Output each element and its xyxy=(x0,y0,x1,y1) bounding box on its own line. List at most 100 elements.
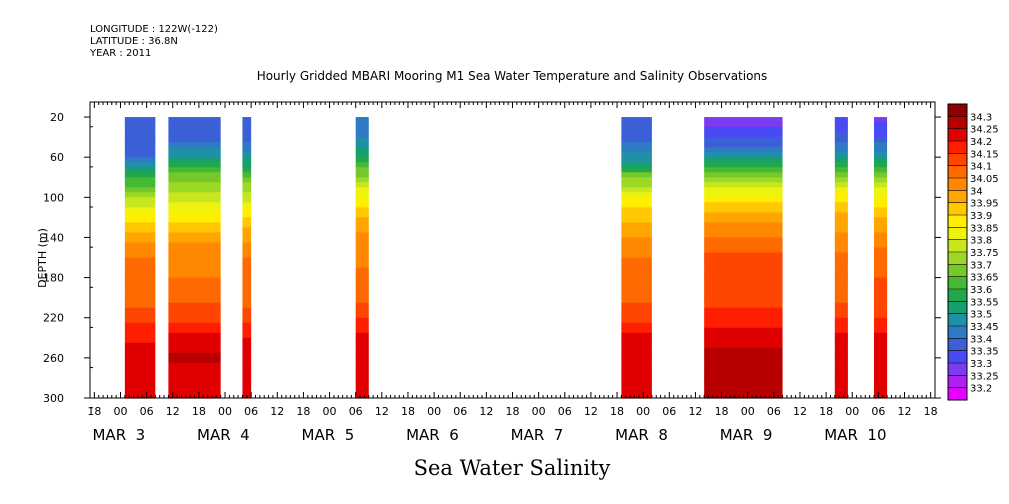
data-segment xyxy=(124,117,156,399)
salinity-cell xyxy=(704,352,783,359)
salinity-cell xyxy=(874,247,888,254)
salinity-cell xyxy=(834,257,848,264)
salinity-cell xyxy=(621,252,652,259)
salinity-cell xyxy=(168,127,221,133)
salinity-cell xyxy=(874,222,888,229)
salinity-cell xyxy=(834,332,848,339)
salinity-cell xyxy=(834,127,848,133)
salinity-cell xyxy=(834,327,848,334)
salinity-cell xyxy=(168,342,221,349)
x-tick-label: 12 xyxy=(898,405,912,418)
salinity-cell xyxy=(168,167,221,173)
chart-subtitle: Sea Water Salinity xyxy=(414,456,611,480)
colorbar-swatch xyxy=(948,326,967,339)
salinity-cell xyxy=(834,187,848,193)
salinity-cell xyxy=(242,292,252,299)
salinity-cell xyxy=(355,282,369,289)
salinity-cell xyxy=(124,257,156,264)
salinity-cell xyxy=(621,137,652,143)
salinity-cell xyxy=(242,207,252,213)
salinity-cell xyxy=(874,372,888,379)
salinity-cell xyxy=(168,377,221,384)
salinity-cell xyxy=(874,352,888,359)
salinity-cell xyxy=(168,242,221,249)
salinity-cell xyxy=(874,312,888,319)
salinity-cell xyxy=(874,347,888,354)
salinity-cell xyxy=(704,122,783,128)
salinity-cell xyxy=(834,247,848,254)
salinity-cell xyxy=(355,177,369,183)
colorbar-label: 33.65 xyxy=(970,273,999,284)
salinity-cell xyxy=(834,182,848,188)
salinity-cell xyxy=(834,237,848,244)
salinity-cell xyxy=(874,137,888,143)
salinity-cell xyxy=(242,192,252,198)
salinity-cell xyxy=(355,187,369,193)
salinity-cell xyxy=(834,372,848,379)
salinity-cell xyxy=(242,237,252,244)
salinity-cell xyxy=(704,307,783,314)
salinity-cell xyxy=(124,182,156,188)
salinity-cell xyxy=(704,172,783,178)
colorbar-swatch xyxy=(948,363,967,376)
salinity-cell xyxy=(355,172,369,178)
salinity-cell xyxy=(242,122,252,128)
salinity-cell xyxy=(874,252,888,259)
salinity-cell xyxy=(168,297,221,304)
salinity-cell xyxy=(355,382,369,389)
salinity-cell xyxy=(355,192,369,198)
colorbar-label: 33.4 xyxy=(970,334,992,345)
salinity-cell xyxy=(124,177,156,183)
salinity-cell xyxy=(168,257,221,264)
salinity-cell xyxy=(124,217,156,224)
salinity-cell xyxy=(168,352,221,359)
salinity-cell xyxy=(834,122,848,128)
salinity-cell xyxy=(168,307,221,314)
salinity-cell xyxy=(124,377,156,384)
salinity-cell xyxy=(874,297,888,304)
salinity-cell xyxy=(168,202,221,208)
salinity-cell xyxy=(621,382,652,389)
salinity-cell xyxy=(242,157,252,163)
x-day-label: MAR 9 xyxy=(720,426,773,444)
salinity-cell xyxy=(124,317,156,324)
salinity-cell xyxy=(834,262,848,269)
colorbar-label: 33.75 xyxy=(970,248,999,259)
salinity-cell xyxy=(834,227,848,234)
salinity-cell xyxy=(355,202,369,208)
salinity-cell xyxy=(355,197,369,203)
salinity-cell xyxy=(704,337,783,344)
salinity-cell xyxy=(124,117,156,123)
salinity-cell xyxy=(124,167,156,173)
salinity-cell xyxy=(874,367,888,374)
salinity-cell xyxy=(242,147,252,153)
salinity-cell xyxy=(168,152,221,158)
y-tick-label: 220 xyxy=(43,312,64,325)
colorbar-swatch xyxy=(948,301,967,315)
x-tick-label: 00 xyxy=(845,405,859,418)
salinity-cell xyxy=(834,342,848,349)
salinity-cell xyxy=(168,182,221,188)
colorbar-label: 33.2 xyxy=(970,384,992,395)
salinity-cell xyxy=(168,187,221,193)
salinity-cell xyxy=(834,152,848,158)
salinity-cell xyxy=(355,182,369,188)
salinity-cell xyxy=(168,227,221,234)
salinity-cell xyxy=(355,332,369,339)
salinity-cell xyxy=(242,227,252,234)
salinity-cell xyxy=(874,177,888,183)
latitude-label: LATITUDE : 36.8N xyxy=(90,36,178,47)
salinity-cell xyxy=(621,217,652,224)
salinity-cell xyxy=(704,247,783,254)
salinity-cell xyxy=(242,167,252,173)
salinity-cell xyxy=(874,142,888,148)
salinity-cell xyxy=(834,157,848,163)
salinity-cell xyxy=(874,322,888,329)
salinity-cell xyxy=(704,257,783,264)
salinity-cell xyxy=(704,187,783,193)
salinity-cell xyxy=(124,232,156,239)
salinity-cell xyxy=(874,382,888,389)
salinity-cell xyxy=(704,127,783,133)
salinity-cell xyxy=(874,147,888,153)
salinity-cell xyxy=(124,127,156,133)
